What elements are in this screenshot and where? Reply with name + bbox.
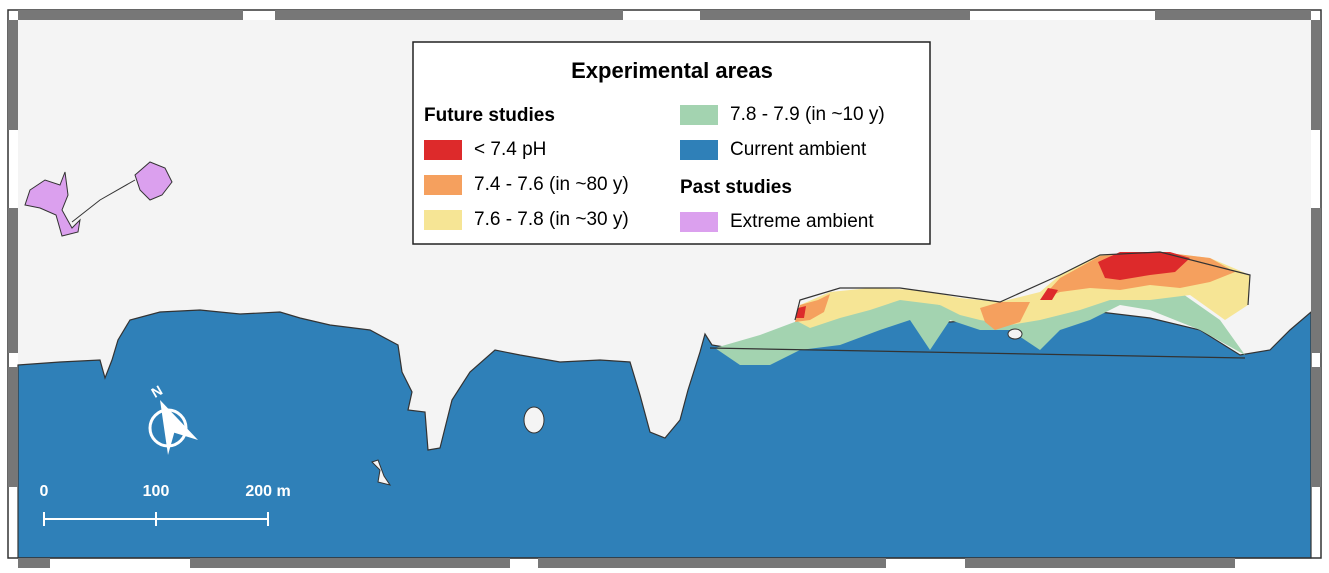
scale-label: 0 [40, 483, 49, 500]
legend-title: Experimental areas [571, 58, 773, 83]
coastline [709, 251, 1251, 359]
legend-label: 7.6 - 7.8 (in ~30 y) [474, 209, 629, 230]
legend-swatch [680, 140, 718, 160]
legend-swatch [680, 105, 718, 125]
legend-swatch [680, 212, 718, 232]
islet [371, 459, 392, 486]
legend-box [412, 41, 931, 245]
islet [1007, 328, 1023, 340]
legend-label: Current ambient [730, 139, 867, 160]
legend-label: Extreme ambient [730, 211, 874, 232]
legend-label: < 7.4 pH [474, 139, 546, 160]
legend-heading: Past studies [680, 177, 792, 198]
legend-label: 7.4 - 7.6 (in ~80 y) [474, 174, 629, 195]
scale-bar [43, 512, 269, 526]
scale-label: 200 m [245, 483, 290, 500]
legend-label: 7.8 - 7.9 (in ~10 y) [730, 104, 885, 125]
legend-heading: Future studies [424, 105, 555, 126]
transect [71, 179, 136, 223]
islet [523, 406, 545, 434]
sea [17, 309, 1312, 559]
legend-swatch [424, 175, 462, 195]
frame [7, 9, 1322, 568]
past-study-area [24, 161, 173, 237]
zone-red [796, 252, 1190, 318]
scale-label: 100 [143, 483, 170, 500]
legend-swatch [424, 140, 462, 160]
legend-swatch [424, 210, 462, 230]
